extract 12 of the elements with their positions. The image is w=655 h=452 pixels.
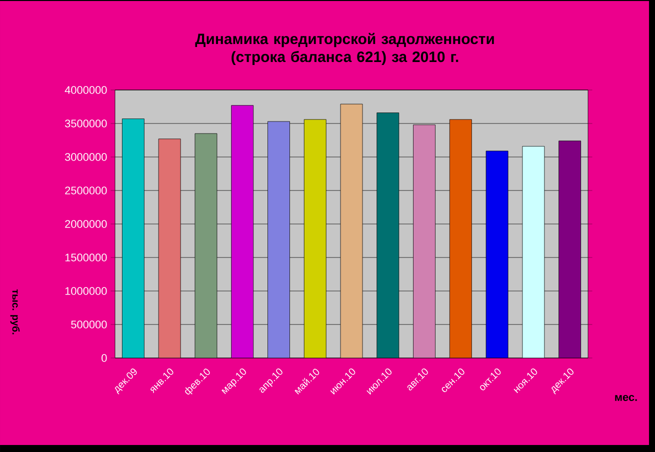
y-tick-label: 500000 [71, 320, 107, 328]
y-tick-label: 1500000 [65, 254, 107, 262]
x-axis-title: мес. [615, 394, 637, 401]
y-tick-label: 0 [102, 354, 107, 362]
y-tick-label: 3000000 [64, 153, 107, 161]
y-tick-label: 1000000 [65, 287, 107, 295]
y-tick-label: 2500000 [65, 186, 107, 194]
y-tick-label: 3500000 [64, 120, 107, 128]
y-tick-label: 4000000 [64, 86, 107, 94]
chart-title: Динамика кредиторской задолженности (строка баланса 621) за 2010 г. [195, 32, 494, 66]
y-tick-label: 2000000 [65, 220, 107, 228]
y-axis-title: тыс. руб. [10, 289, 20, 334]
